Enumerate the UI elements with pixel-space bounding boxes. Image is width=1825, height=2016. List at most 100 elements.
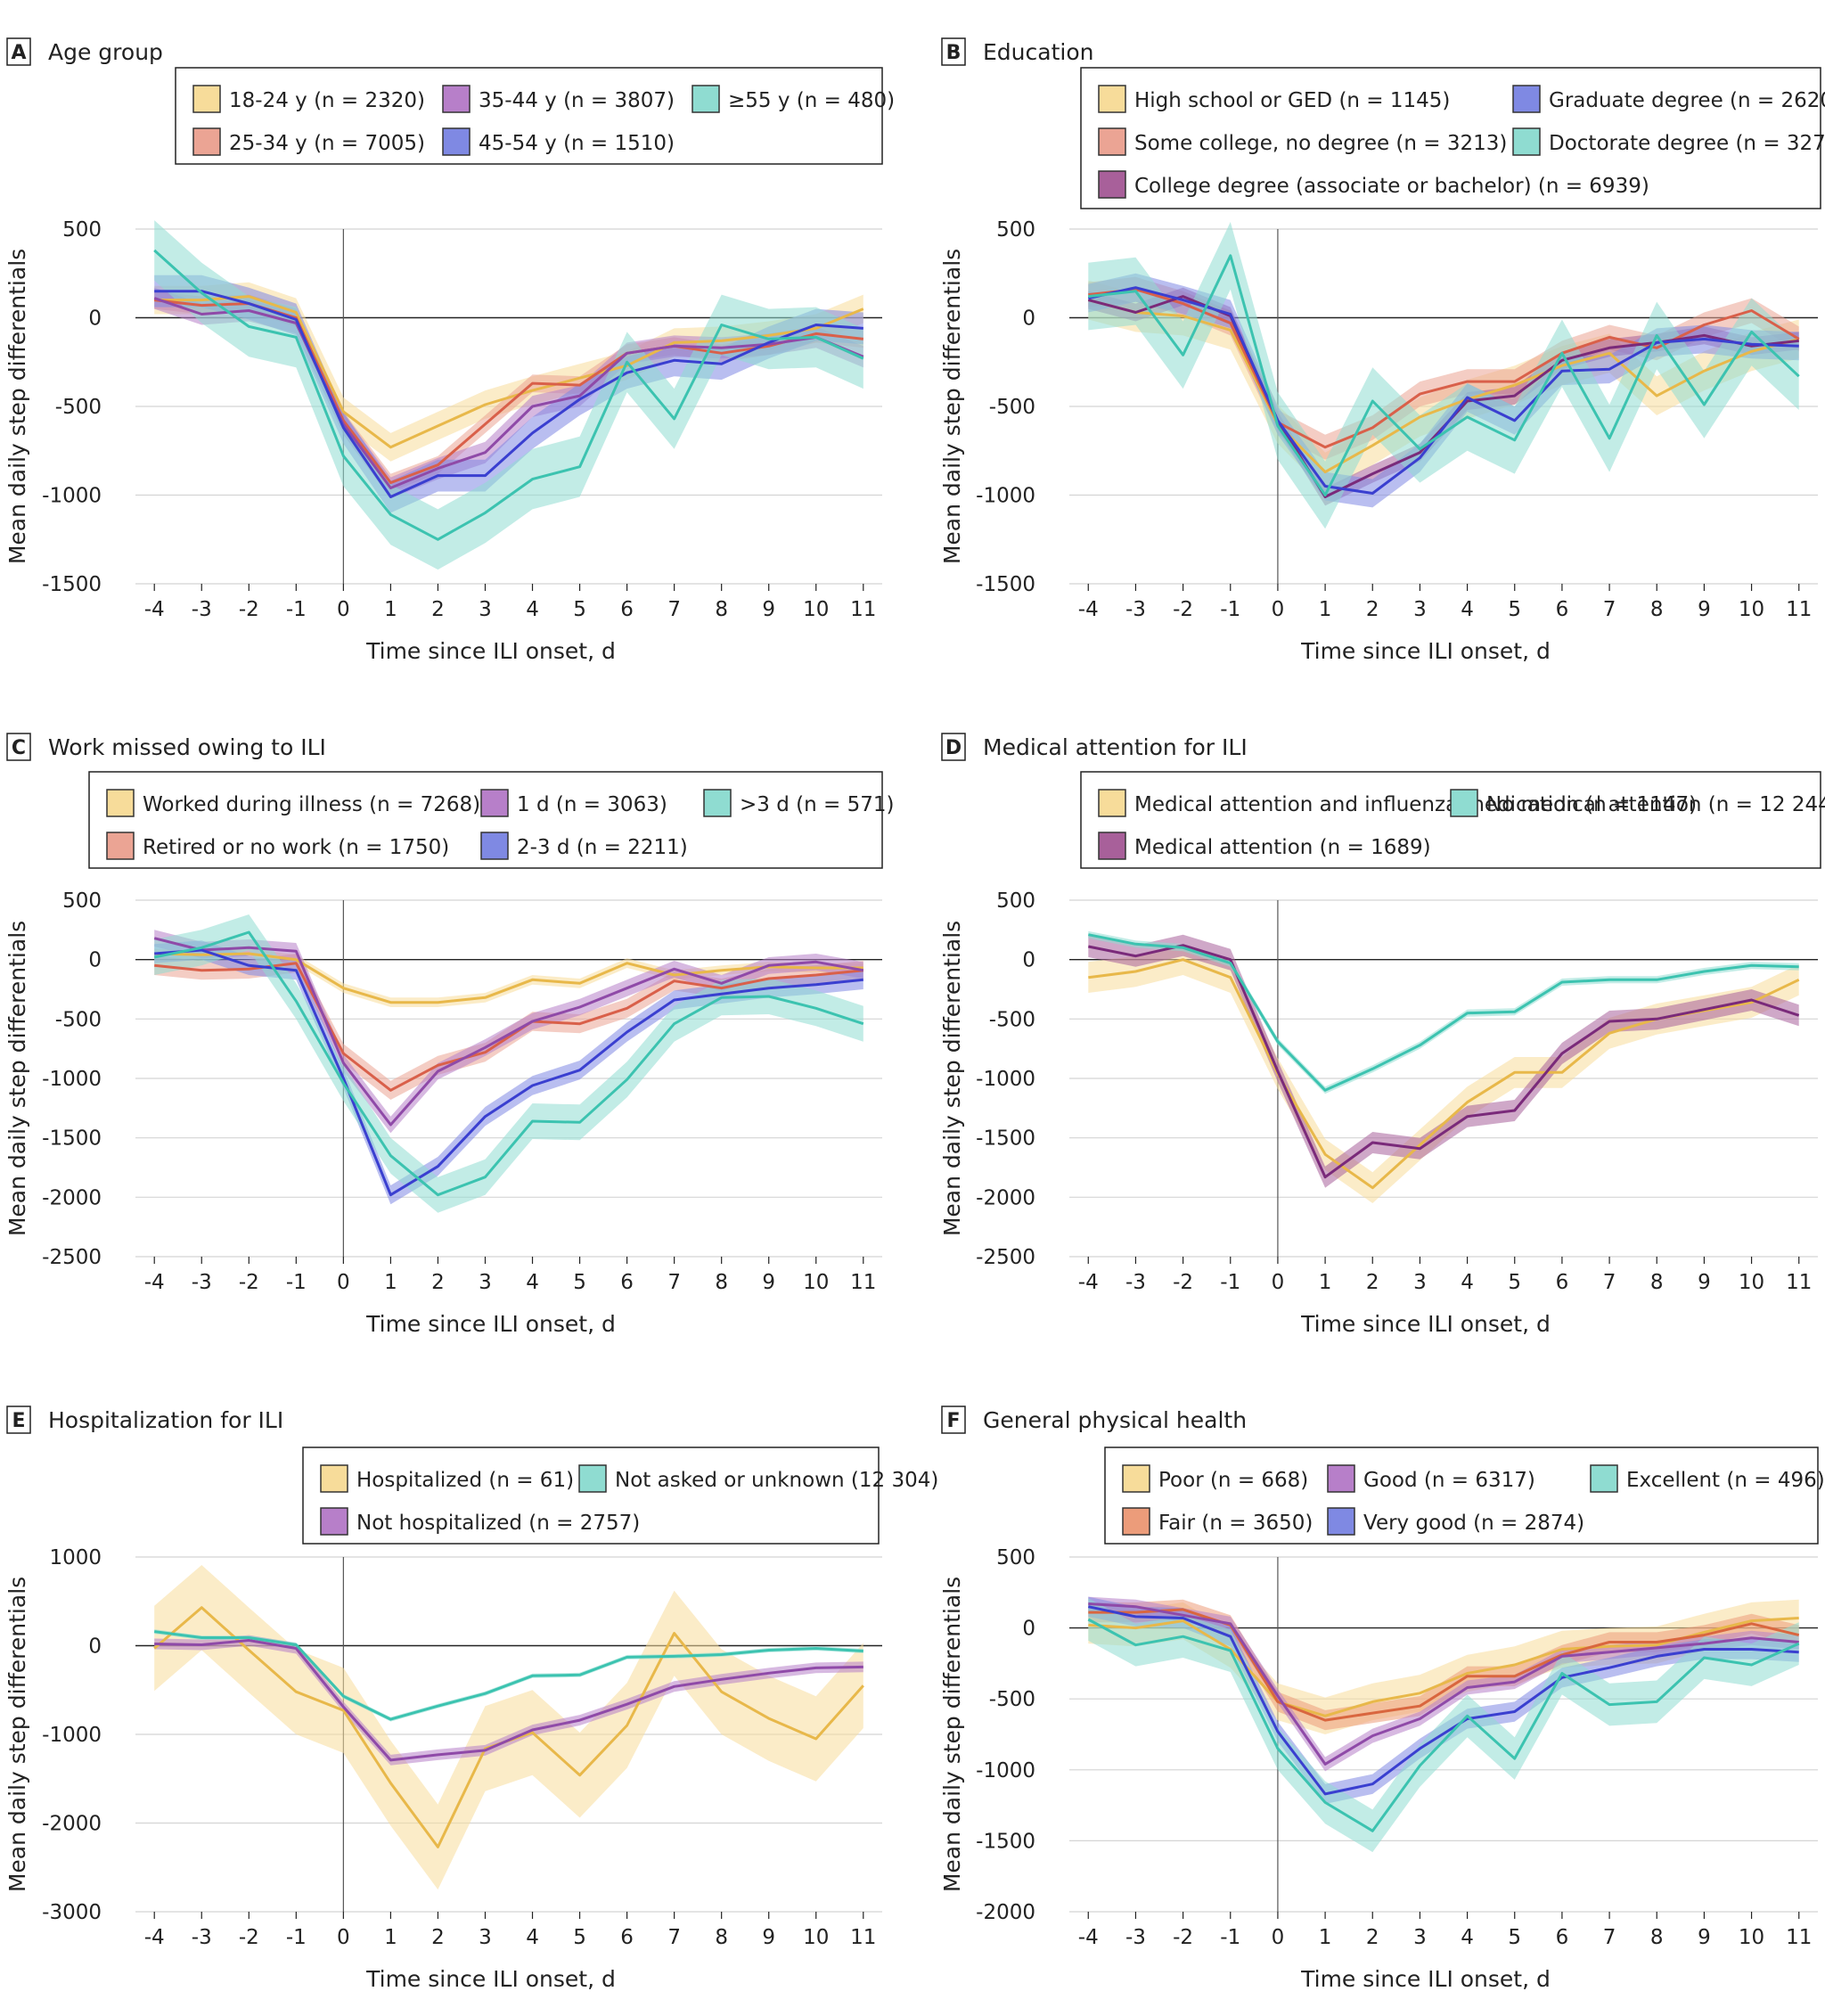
panel-d-xtick-label: 2: [1366, 1271, 1379, 1294]
panel-d-band-2: [1088, 930, 1799, 1094]
panel-d-ytick-label: -2500: [976, 1246, 1035, 1269]
panel-e-xtick-label: 4: [526, 1926, 539, 1949]
panel-a: A Age group 500 0 -500 -1000 -1500 -4 -3 -2 -1 0 1 2 3…: [4, 37, 895, 664]
panel-f-series-line-2: [1088, 1602, 1799, 1766]
panel-e-xtick-label: 1: [384, 1926, 397, 1949]
panel-d-xtick-label: 3: [1413, 1271, 1427, 1294]
panel-f-xtick-label: -3: [1125, 1926, 1146, 1949]
panel-c-legend-swatch: [106, 789, 135, 817]
panel-f-title: General physical health: [983, 1407, 1247, 1433]
panel-c-legend-label: Retired or no work (n = 1750): [143, 836, 449, 859]
panel-f-xtick-label: 5: [1508, 1926, 1521, 1949]
panel-b-xtick-label: 8: [1650, 598, 1664, 621]
panel-e-xtick-label: -2: [239, 1926, 259, 1949]
panel-e-ytick-label: 0: [88, 1635, 102, 1659]
panel-e-ytick-label: 1000: [49, 1546, 102, 1569]
panel-b-ytick-label: -1000: [976, 485, 1035, 508]
panel-e-xtick-label: 7: [667, 1926, 681, 1949]
panel-d-xtick-label: 9: [1698, 1271, 1711, 1294]
panel-d-xtick-label: 5: [1508, 1271, 1521, 1294]
panel-a-xtick-label: 9: [762, 598, 775, 621]
panel-e-legend-swatch: [578, 1464, 607, 1493]
panel-c-xtick-label: 3: [479, 1271, 492, 1294]
panel-a-legend-label: 45-54 y (n = 1510): [479, 132, 675, 155]
panel-f-letter: F: [946, 1410, 960, 1432]
panel-d-legend-swatch: [1098, 789, 1126, 817]
panel-f-y-axis-label: Mean daily step differentials: [939, 1577, 965, 1892]
panel-e: E Hospitalization for ILI 1000 0 -1000 -2000 -…: [4, 1405, 938, 1992]
panel-a-legend-swatch: [692, 85, 720, 113]
panel-e-title: Hospitalization for ILI: [48, 1407, 283, 1433]
panel-d-legend-swatch: [1450, 789, 1478, 817]
panel-b-legend-swatch: [1098, 127, 1126, 156]
panel-a-xtick-label: 7: [667, 598, 681, 621]
panel-d-xtick-label: 1: [1319, 1271, 1332, 1294]
panel-a-xtick-label: 6: [620, 598, 634, 621]
panel-c-letter: C: [12, 737, 26, 759]
panel-f-xtick-label: 11: [1786, 1926, 1812, 1949]
panel-b-legend-swatch: [1512, 127, 1541, 156]
panel-f-series-line-1: [1088, 1608, 1800, 1722]
panel-e-x-axis-label: Time since ILI onset, d: [365, 1966, 616, 1992]
panel-b-ytick-label: -500: [989, 396, 1035, 419]
panel-f-xtick-label: 10: [1739, 1926, 1764, 1949]
panel-c-legend-swatch: [106, 832, 135, 860]
panel-c-xtick-label: 7: [667, 1271, 681, 1294]
panel-e-xtick-label: 8: [715, 1926, 728, 1949]
panel-a-legend-label: ≥55 y (n = 480): [728, 89, 895, 112]
panel-d: D Medical attention for ILI 500 0 -500 -1000 -…: [939, 733, 1825, 1337]
panel-f-xtick-label: 7: [1603, 1926, 1616, 1949]
panel-a-ytick-label: 0: [88, 307, 102, 331]
panel-c-legend-swatch: [480, 832, 509, 860]
panel-b-series-line-1: [1088, 288, 1800, 449]
panel-e-y-axis-label: Mean daily step differentials: [4, 1577, 30, 1892]
panel-f-legend-label: Very good (n = 2874): [1363, 1512, 1584, 1535]
panel-e-xtick-label: -4: [144, 1926, 165, 1949]
panel-f-legend: [1104, 1446, 1819, 1545]
panel-f-ytick-label: -1500: [976, 1830, 1035, 1853]
panel-b-legend-label: College degree (associate or bachelor) (…: [1134, 175, 1649, 198]
panel-e-xtick-label: -3: [192, 1926, 212, 1949]
panel-f-xtick-label: -2: [1173, 1926, 1193, 1949]
panel-d-xtick-label: 7: [1603, 1271, 1616, 1294]
panel-b-xtick-label: 1: [1319, 598, 1332, 621]
panel-e-letter-box: [6, 1405, 31, 1434]
panel-c-letter-box: [6, 733, 31, 761]
panel-a-series-line-2: [153, 297, 864, 489]
panel-e-band-0: [154, 1565, 863, 1890]
panel-a-xtick-label: 4: [526, 598, 539, 621]
panel-b-letter: B: [946, 42, 962, 64]
panel-b-xtick-label: 2: [1366, 598, 1379, 621]
panel-b-xtick-label: -1: [1220, 598, 1240, 621]
panel-e-xtick-label: 0: [337, 1926, 350, 1949]
panel-f-legend-label: Excellent (n = 496): [1626, 1469, 1825, 1492]
panel-a-letter: A: [11, 42, 26, 64]
panel-b-xtick-label: 11: [1786, 598, 1812, 621]
panel-b-legend-swatch: [1512, 85, 1541, 113]
panel-c-ytick-label: 500: [62, 889, 102, 913]
panel-d-letter-box: [941, 733, 966, 761]
panel-a-band-2: [154, 287, 863, 499]
panel-e-xtick-label: 9: [762, 1926, 775, 1949]
panel-b-xtick-label: 5: [1508, 598, 1521, 621]
panel-f-ytick-label: 0: [1022, 1618, 1035, 1641]
panel-a-xtick-label: 2: [431, 598, 445, 621]
panel-d-legend-swatch: [1098, 832, 1126, 860]
panel-a-xtick-label: 5: [573, 598, 586, 621]
panel-b-legend-label: Some college, no degree (n = 3213): [1134, 132, 1507, 155]
panel-d-xtick-label: -2: [1173, 1271, 1193, 1294]
panel-a-series-line-0: [154, 295, 864, 449]
panel-b-x-axis-label: Time since ILI onset, d: [1300, 638, 1551, 664]
panel-b-series-line-0: [1087, 299, 1800, 474]
panel-d-series-line-1: [1088, 944, 1800, 1179]
panel-e-series-line-1: [154, 1639, 863, 1762]
panel-d-series-line-0: [1088, 958, 1800, 1190]
panel-c-title: Work missed owing to ILI: [48, 734, 326, 760]
panel-e-xtick-label: 6: [620, 1926, 634, 1949]
panel-f: F General physical health5000-500-1000-15…: [939, 1405, 1825, 1992]
panel-d-ytick-label: -1000: [976, 1068, 1035, 1091]
panel-c: C Work missed owing to ILI 500 0 -500 -1000 -1…: [4, 733, 894, 1337]
panel-f-xtick-label: 8: [1650, 1926, 1664, 1949]
panel-b-legend-swatch: [1098, 85, 1126, 113]
